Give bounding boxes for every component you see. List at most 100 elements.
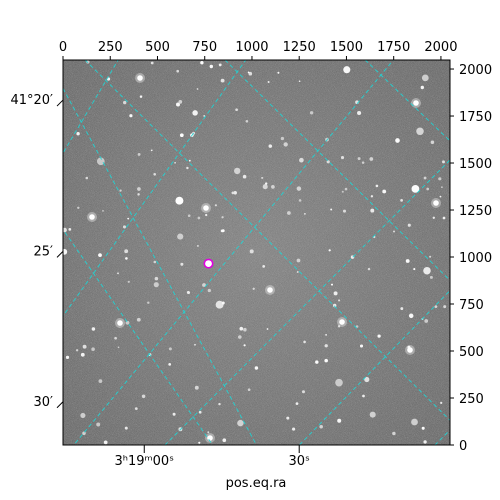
star (421, 426, 425, 430)
star (243, 327, 247, 332)
star-field (63, 60, 447, 445)
star (271, 185, 275, 189)
plot-frame (62, 59, 451, 446)
dec-tick (56, 99, 64, 107)
star (364, 376, 370, 383)
star (103, 440, 108, 445)
star (296, 186, 302, 191)
top-tick-label: 2000 (424, 40, 457, 55)
star (221, 301, 225, 305)
star (91, 327, 96, 331)
star (280, 136, 285, 141)
star (237, 335, 242, 339)
right-tick-label: 1250 (459, 204, 492, 219)
star (124, 426, 128, 430)
right-tick-label: 0 (459, 439, 467, 454)
star (330, 208, 333, 211)
top-tick-label: 1500 (330, 40, 363, 55)
star (267, 80, 270, 84)
top-tick-label: 500 (145, 40, 170, 55)
star (344, 187, 348, 191)
dec-axis-labels: 41°20′ 25′ 30′ (10, 93, 64, 410)
star (325, 334, 327, 336)
star (176, 102, 180, 107)
star (76, 132, 80, 136)
star (222, 438, 227, 443)
star (395, 138, 400, 143)
star (205, 213, 208, 217)
star (187, 214, 191, 217)
star (137, 193, 140, 196)
star (68, 228, 72, 231)
star (324, 358, 328, 363)
star (82, 431, 86, 436)
star (178, 100, 183, 104)
star (194, 385, 199, 390)
star (295, 402, 299, 405)
star (221, 229, 225, 233)
star (304, 213, 306, 215)
star (153, 260, 157, 264)
star (117, 272, 119, 275)
star (408, 313, 414, 319)
star (85, 176, 89, 180)
star (333, 291, 338, 296)
star (77, 206, 80, 210)
star (432, 216, 435, 219)
bright-star (339, 319, 345, 325)
star (127, 217, 130, 220)
star (298, 199, 302, 202)
bright-star (89, 214, 95, 220)
star (262, 184, 268, 190)
star (218, 402, 221, 406)
dec-tick (56, 251, 64, 258)
grid-line (224, 60, 450, 282)
star (343, 66, 351, 74)
star (440, 401, 443, 404)
bright-star (137, 75, 143, 81)
right-tick-label: 1750 (459, 110, 492, 125)
star (262, 265, 266, 268)
grid-line (434, 429, 450, 445)
target-marker-icon[interactable] (203, 258, 214, 269)
star (150, 149, 153, 152)
bright-star (267, 287, 273, 293)
star (175, 196, 184, 205)
star (233, 167, 241, 175)
star (98, 379, 103, 383)
star (411, 418, 418, 426)
star (168, 363, 172, 366)
star (429, 275, 433, 279)
star (277, 71, 280, 74)
star (194, 343, 196, 346)
star (341, 190, 344, 193)
dec-tick-label: 41°20′ (10, 93, 53, 108)
bright-star (203, 205, 209, 211)
star (136, 317, 141, 322)
star (80, 352, 85, 357)
star (340, 156, 345, 160)
star (392, 431, 396, 436)
star (150, 61, 154, 65)
star (214, 204, 217, 207)
grid-line (63, 228, 214, 445)
top-tick-label: 750 (192, 40, 217, 55)
star (423, 266, 431, 275)
right-tick-label: 1500 (459, 157, 492, 172)
star (137, 187, 141, 191)
star (153, 173, 156, 176)
star (326, 160, 330, 164)
star (245, 119, 249, 123)
star (370, 208, 375, 213)
star (377, 334, 381, 338)
star (287, 211, 291, 215)
grid-line (84, 60, 450, 421)
star (80, 412, 86, 418)
star (125, 257, 128, 260)
star (382, 189, 387, 194)
star (407, 223, 411, 227)
star (221, 216, 224, 219)
right-tick-label: 2000 (459, 63, 492, 78)
star (177, 233, 184, 240)
right-tick-label: 500 (459, 345, 484, 360)
